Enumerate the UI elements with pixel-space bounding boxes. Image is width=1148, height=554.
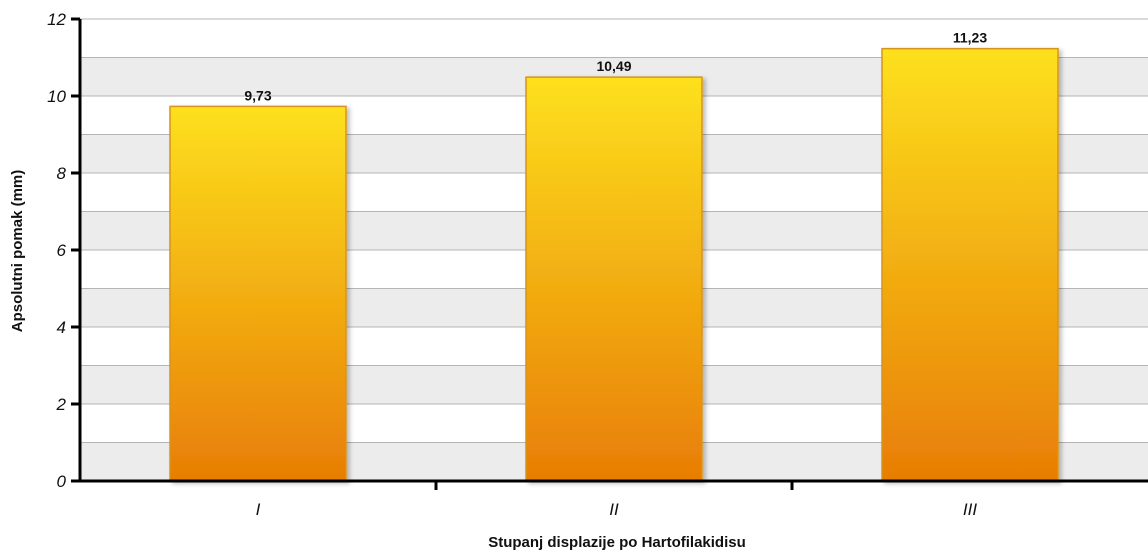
x-tick-label: II	[609, 500, 619, 519]
y-tick-label: 0	[57, 472, 67, 491]
bar-I	[169, 105, 347, 482]
axes	[71, 17, 1148, 490]
y-axis-title: Apsolutni pomak (mm)	[9, 170, 26, 333]
value-label: 9,73	[244, 87, 271, 103]
bars	[169, 47, 1059, 482]
y-tick-label: 2	[56, 395, 67, 414]
value-label: 11,23	[953, 30, 987, 46]
y-tick-label: 4	[57, 318, 66, 337]
y-tick-label: 12	[47, 10, 66, 29]
bar-II	[525, 76, 703, 482]
y-tick-labels: 0 2 4 6 8 10 12	[47, 10, 66, 491]
value-labels: 9,73 10,49 11,23	[244, 30, 987, 104]
bar-III	[881, 47, 1059, 482]
x-tick-label: I	[256, 500, 261, 519]
x-tick-labels: I II III	[256, 500, 978, 519]
x-tick-label: III	[963, 500, 977, 519]
y-tick-label: 8	[57, 164, 67, 183]
x-axis-title: Stupanj displazije po Hartofilakidisu	[488, 534, 746, 551]
value-label: 10,49	[596, 58, 631, 74]
y-tick-label: 10	[47, 87, 66, 106]
y-tick-label: 6	[57, 241, 67, 260]
